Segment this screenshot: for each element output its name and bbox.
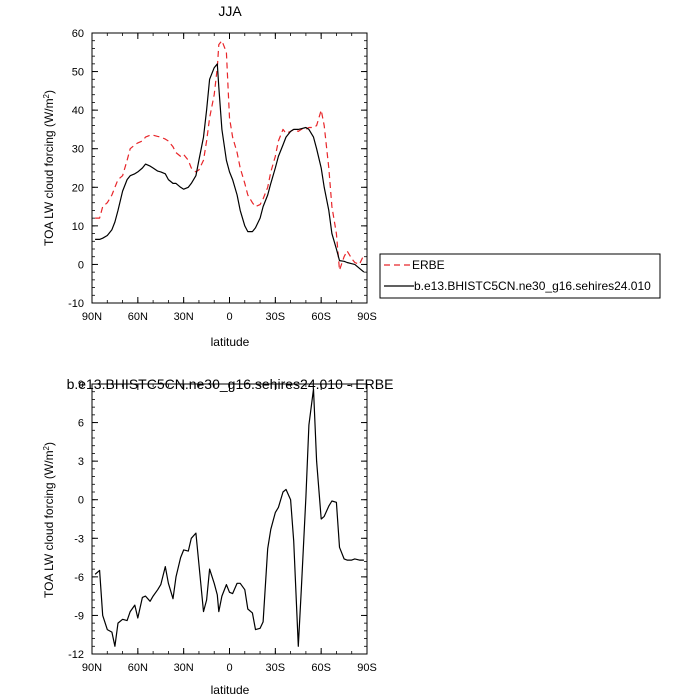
top-series-line-0 xyxy=(95,40,365,271)
bottom-ytick-label: -12 xyxy=(68,649,84,661)
top-xtick-label: 30N xyxy=(174,311,194,323)
top-plot-frame xyxy=(91,32,368,304)
top-xtick-label: 90N xyxy=(82,311,102,323)
bottom-series-line-0 xyxy=(94,388,364,647)
top-series xyxy=(95,40,365,273)
bottom-ytick-label: -6 xyxy=(74,572,84,584)
top-xtick-label: 90S xyxy=(357,311,377,323)
bottom-xtick-label: 30S xyxy=(266,662,286,674)
top-ytick-label: 40 xyxy=(72,105,84,117)
bottom-ticks: -12 -9 -6 -3 0 3 6 9 90N 60N 30N 0 30S 60S 90S xyxy=(68,379,377,674)
top-ticks: -10 0 10 20 30 40 50 60 90N 60N 30N 0 30S 60S 90S xyxy=(68,28,377,323)
bottom-xtick-label: 90N xyxy=(82,662,102,674)
bottom-ytick-label: 6 xyxy=(78,418,84,430)
legend: ERBE b.e13.BHISTC5CN.ne30_g16.sehires24.… xyxy=(379,253,661,299)
bottom-xtick-label: 90S xyxy=(357,662,377,674)
bottom-xtick-label: 60N xyxy=(128,662,148,674)
top-xtick-label: 60S xyxy=(311,311,331,323)
top-chart-title: JJA xyxy=(218,3,242,19)
bottom-xtick-label: 60S xyxy=(311,662,331,674)
legend-box xyxy=(379,253,661,299)
top-ytick-label: 0 xyxy=(78,259,84,271)
top-series-line-1 xyxy=(95,63,365,273)
legend-model-label: b.e13.BHISTC5CN.ne30_g16.sehires24.010 xyxy=(414,279,651,293)
bottom-ytick-label: 9 xyxy=(78,379,84,391)
top-xtick-label: 0 xyxy=(226,311,232,323)
bottom-ytick-label: -3 xyxy=(74,533,84,545)
top-ytick-label: 20 xyxy=(72,182,84,194)
top-ytick-label: 50 xyxy=(72,67,84,79)
top-ylabel: TOA LW cloud forcing (W/m2) xyxy=(42,90,57,246)
legend-erbe-label: ERBE xyxy=(412,258,445,272)
bottom-ytick-label: -9 xyxy=(74,610,84,622)
top-ytick-label: 60 xyxy=(72,28,84,40)
bottom-plot-frame xyxy=(91,383,368,655)
bottom-xtick-label: 30N xyxy=(174,662,194,674)
top-ytick-label: 30 xyxy=(72,144,84,156)
bottom-xlabel: latitude xyxy=(211,683,250,697)
top-xlabel: latitude xyxy=(211,335,250,349)
bottom-xtick-label: 0 xyxy=(226,662,232,674)
top-panel: JJA TOA LW cloud forcing (W/m2) latitude… xyxy=(42,3,377,349)
bottom-panel: b.e13.BHISTC5CN.ne30_g16.sehires24.010 -… xyxy=(42,376,394,697)
top-ytick-label: -10 xyxy=(68,298,84,310)
top-ytick-label: 10 xyxy=(72,221,84,233)
top-xtick-label: 30S xyxy=(266,311,286,323)
bottom-ytick-label: 3 xyxy=(78,456,84,468)
top-xtick-label: 60N xyxy=(128,311,148,323)
bottom-ytick-label: 0 xyxy=(78,495,84,507)
bottom-ylabel: TOA LW cloud forcing (W/m2) xyxy=(42,442,57,598)
bottom-series xyxy=(94,388,364,647)
